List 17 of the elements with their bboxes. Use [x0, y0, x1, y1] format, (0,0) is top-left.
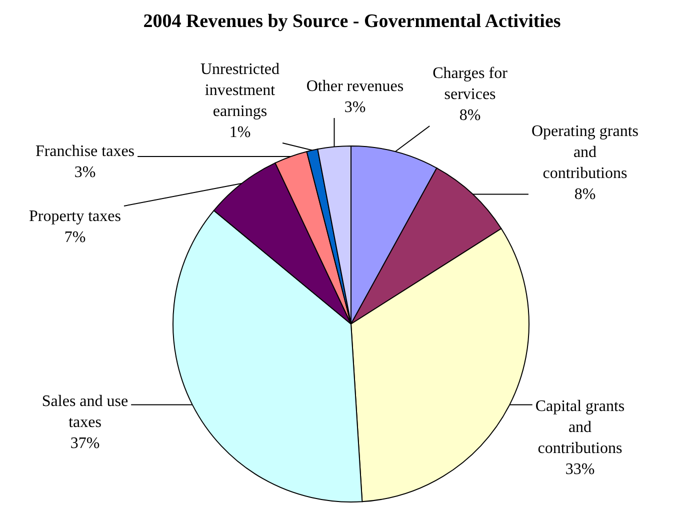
slice-label: Operating grants and contributions: [531, 123, 639, 182]
slice-label: Franchise taxes: [35, 143, 135, 160]
slice-label: Unrestricted investment earnings: [200, 61, 280, 120]
data-label: 3%: [74, 164, 96, 181]
data-label: 1%: [229, 124, 251, 141]
data-label: 7%: [64, 229, 86, 246]
data-label: 8%: [574, 186, 596, 203]
data-label: 33%: [565, 461, 595, 478]
data-label: 3%: [344, 99, 366, 116]
slice-label: Sales and use taxes: [42, 393, 128, 431]
chart-title: 2004 Revenues by Source - Governmental Activities: [143, 11, 561, 32]
slice-label: Other revenues: [306, 78, 404, 95]
slice-label: Charges for services: [432, 65, 508, 103]
slice-label: Capital grants and contributions: [535, 398, 625, 457]
data-label: 8%: [459, 107, 481, 124]
data-label: 37%: [70, 435, 100, 452]
slice-label: Property taxes: [29, 208, 121, 225]
